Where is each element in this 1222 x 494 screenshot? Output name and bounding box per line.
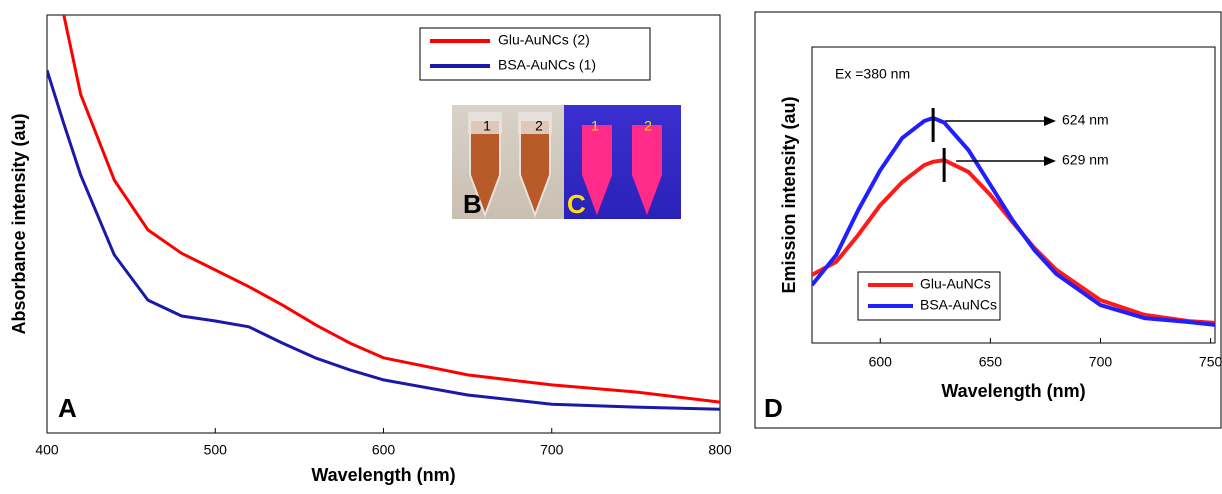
x-tick-label: 650 bbox=[979, 354, 1003, 370]
tube-label: 1 bbox=[483, 118, 491, 134]
x-tick-label: 600 bbox=[372, 442, 396, 458]
line-series bbox=[62, 15, 720, 404]
y-axis-label: Emission intensity (au) bbox=[779, 96, 799, 293]
x-tick-label: 750 bbox=[1199, 354, 1222, 370]
panel-frame bbox=[754, 11, 1222, 429]
annotation: 624 nm bbox=[1062, 112, 1109, 128]
plot-frame bbox=[811, 46, 1216, 344]
annotation: Ex =380 nm bbox=[835, 66, 910, 82]
line-series bbox=[47, 69, 720, 411]
x-tick-label: 700 bbox=[540, 442, 564, 458]
inset-photo-c bbox=[564, 105, 681, 219]
y-axis-label: Absorbance intensity (au) bbox=[9, 113, 29, 334]
inset-label: C bbox=[567, 189, 586, 219]
x-tick-label: 600 bbox=[869, 354, 893, 370]
tube-label: 2 bbox=[535, 118, 543, 134]
x-tick-label: 800 bbox=[708, 442, 732, 458]
legend-label: BSA-AuNCs bbox=[920, 297, 997, 313]
arrow-head bbox=[1044, 156, 1056, 166]
panel-label: A bbox=[58, 393, 77, 423]
legend-box bbox=[857, 271, 1001, 321]
x-tick-label: 500 bbox=[204, 442, 228, 458]
tube-label: 2 bbox=[644, 118, 652, 134]
line-series bbox=[812, 116, 1215, 327]
inset-photo-b bbox=[452, 105, 564, 219]
inset-label: B bbox=[463, 189, 482, 219]
annotation: 629 nm bbox=[1062, 152, 1109, 168]
x-tick-label: 700 bbox=[1089, 354, 1113, 370]
x-axis-label: Wavelength (nm) bbox=[311, 465, 455, 485]
panel-label: D bbox=[764, 393, 783, 423]
legend-box bbox=[419, 27, 651, 81]
legend-label: BSA-AuNCs (1) bbox=[498, 57, 596, 73]
arrow-head bbox=[1044, 116, 1056, 126]
legend-label: Glu-AuNCs (2) bbox=[498, 32, 590, 48]
tube-label: 1 bbox=[591, 118, 599, 134]
legend-label: Glu-AuNCs bbox=[920, 276, 991, 292]
line-series bbox=[812, 158, 1215, 325]
plot-area bbox=[812, 116, 1215, 327]
plot-area bbox=[47, 15, 720, 411]
x-tick-label: 400 bbox=[35, 442, 59, 458]
x-axis-label: Wavelength (nm) bbox=[941, 381, 1085, 401]
